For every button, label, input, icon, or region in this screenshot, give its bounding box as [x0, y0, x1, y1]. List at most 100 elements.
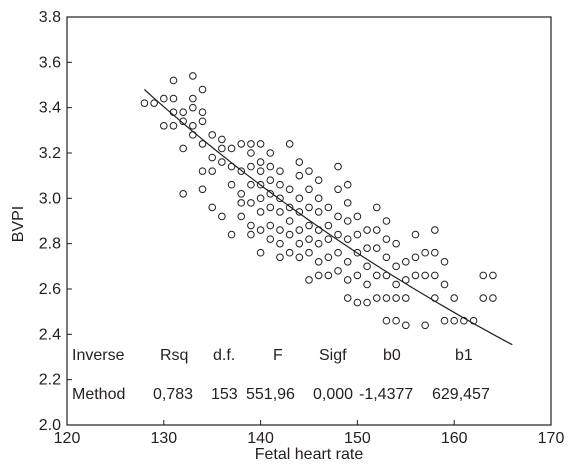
data-point [276, 253, 284, 262]
data-point [285, 248, 294, 257]
data-point [314, 176, 323, 184]
y-tick-label: 2.4 [39, 326, 61, 343]
data-point [247, 199, 255, 207]
data-point [227, 144, 236, 153]
data-point [353, 230, 362, 239]
data-point [382, 294, 391, 302]
data-point [208, 167, 216, 175]
data-point [334, 162, 342, 171]
data-point [295, 171, 304, 180]
y-tick-label: 3.2 [39, 145, 61, 162]
y-tick-label: 3.4 [39, 100, 61, 117]
x-tick-label: 120 [54, 430, 81, 447]
data-point [266, 203, 275, 212]
data-point [334, 230, 342, 239]
data-point [382, 235, 391, 243]
data-point [285, 203, 294, 212]
data-point [402, 321, 410, 330]
data-point [189, 72, 197, 80]
data-point [169, 76, 178, 85]
data-point [218, 212, 226, 221]
data-point [334, 212, 342, 221]
y-axis-label: BVPI [10, 206, 27, 242]
data-point [198, 108, 207, 116]
data-point [266, 176, 275, 184]
data-point [295, 194, 304, 203]
data-point [411, 253, 420, 262]
data-point [324, 271, 333, 280]
data-point [314, 226, 323, 234]
data-point [276, 226, 284, 234]
data-point [382, 217, 391, 225]
data-point [343, 258, 352, 266]
data-point [189, 122, 197, 130]
data-point [247, 149, 255, 157]
data-point [295, 239, 304, 248]
data-point [392, 262, 400, 271]
stats-value-df: 153 [211, 386, 238, 403]
data-point [440, 316, 449, 325]
data-point [179, 144, 187, 153]
stats-table: Inverse Rsq d.f. F Sigf b0 b1 Method 0,7… [72, 347, 490, 403]
stats-header-b0: b0 [383, 347, 401, 364]
data-point [450, 294, 459, 302]
data-point [334, 185, 342, 194]
data-points [140, 72, 497, 330]
x-tick-label: 150 [344, 430, 371, 447]
data-point [150, 99, 158, 107]
data-point [392, 239, 400, 248]
data-point [402, 294, 410, 302]
y-tick-label: 3.6 [39, 54, 61, 71]
data-point [256, 248, 265, 257]
data-point [314, 258, 323, 266]
data-point [285, 140, 294, 148]
data-point [218, 158, 226, 166]
x-tick-label: 140 [247, 430, 274, 447]
stats-value-b1: 629,457 [432, 386, 490, 403]
data-point [343, 199, 352, 207]
data-point [256, 194, 265, 203]
data-point [295, 208, 304, 216]
data-point [363, 298, 371, 307]
data-point [169, 94, 178, 103]
x-tick-label: 160 [441, 430, 468, 447]
data-point [324, 253, 333, 262]
data-point [440, 258, 449, 266]
data-point [237, 199, 246, 207]
data-point [208, 153, 216, 162]
data-point [489, 271, 497, 280]
data-point [256, 226, 265, 234]
data-point [179, 190, 187, 198]
data-point [169, 122, 178, 130]
data-point [479, 271, 488, 280]
stats-header-method: Inverse [72, 347, 125, 364]
data-point [363, 244, 371, 252]
data-point [314, 239, 323, 248]
data-point [198, 167, 207, 175]
y-tick-label: 3.0 [39, 190, 61, 207]
data-point [402, 258, 410, 266]
x-tick-label: 170 [538, 430, 565, 447]
data-point [363, 280, 371, 289]
data-point [372, 294, 381, 302]
data-point [324, 203, 333, 212]
data-point [392, 280, 400, 289]
data-point [218, 135, 226, 144]
data-point [343, 235, 352, 243]
y-tick-label: 2.6 [39, 281, 61, 298]
data-point [372, 271, 381, 280]
data-point [276, 194, 284, 203]
data-point [208, 203, 216, 212]
data-point [295, 253, 304, 262]
data-point [431, 226, 439, 234]
data-point [363, 262, 371, 271]
data-point [198, 140, 207, 148]
data-point [208, 131, 216, 139]
x-axis-label: Fetal heart rate [255, 446, 364, 463]
data-point [160, 122, 168, 130]
data-point [227, 180, 236, 189]
data-point [256, 158, 265, 166]
data-point [237, 212, 246, 221]
data-point [266, 235, 275, 243]
data-point [276, 239, 284, 248]
